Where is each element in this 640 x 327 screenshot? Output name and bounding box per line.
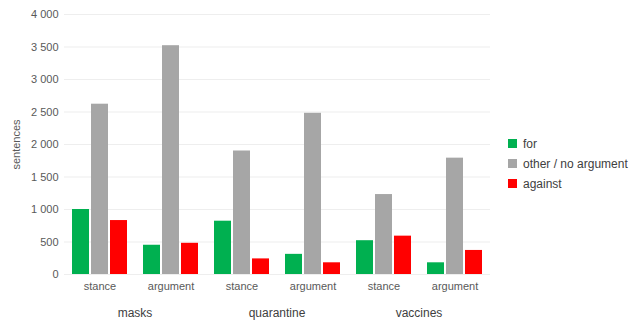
svg-text:3 000: 3 000 [31,73,59,85]
svg-text:argument: argument [290,280,336,292]
html-text:other / no argument: other / no argument [523,156,628,171]
svg-text:2 000: 2 000 [31,138,59,150]
html-text:vaccines: vaccines [395,306,443,320]
html-text:for: for [523,136,537,151]
svg-text:4 000: 4 000 [31,8,59,20]
svg-text:argument: argument [432,280,478,292]
svg-text:stance: stance [368,280,400,292]
svg-text:0: 0 [52,268,58,280]
html-text:quarantine: quarantine [248,306,306,320]
html-text:against: against [523,176,562,191]
svg-text:2 500: 2 500 [31,106,59,118]
svg-text:stance: stance [84,280,116,292]
svg-text:500: 500 [40,236,58,248]
html-text:masks: masks [117,306,153,320]
svg-text:1 500: 1 500 [31,171,59,183]
svg-text:sentences: sentences [10,119,22,170]
svg-text:1 000: 1 000 [31,203,59,215]
svg-text:stance: stance [226,280,258,292]
svg-text:argument: argument [148,280,194,292]
svg-text:3 500: 3 500 [31,41,59,53]
